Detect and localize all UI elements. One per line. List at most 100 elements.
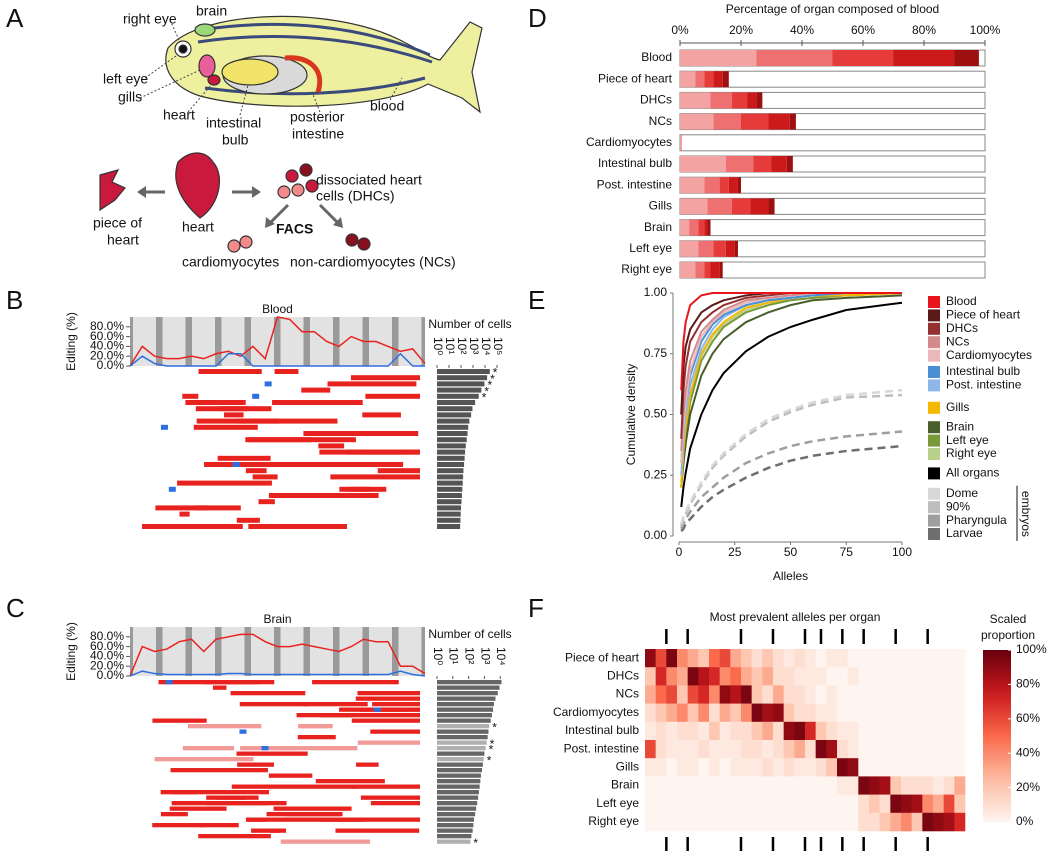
- bar-segment: [704, 177, 720, 194]
- heat-cell: [741, 812, 752, 832]
- heat-cell: [751, 812, 763, 832]
- y-tick-label: 60.0%: [90, 639, 124, 653]
- cell-count-bar: [437, 729, 489, 734]
- heat-cell: [815, 703, 827, 723]
- heat-cell: [655, 667, 667, 686]
- site-block: [280, 317, 304, 366]
- heat-cell: [719, 812, 731, 832]
- heat-cell: [954, 703, 966, 723]
- cell-count-bar: [437, 443, 466, 449]
- allele-edit: [158, 680, 275, 685]
- legend-label: Cardiomyocytes: [946, 348, 1032, 362]
- y-tick-label: 0.25: [644, 467, 668, 481]
- heat-cell: [655, 794, 667, 814]
- bar-segment: [725, 240, 735, 257]
- heat-cell: [847, 721, 859, 741]
- cell-count-bar: [437, 713, 492, 718]
- heat-cell: [933, 685, 944, 704]
- allele-edit: [236, 517, 260, 523]
- heat-cell: [645, 758, 656, 777]
- intestinal-bulb: [221, 58, 279, 86]
- heat-cell: [890, 721, 902, 741]
- heat-cell: [901, 812, 912, 832]
- heat-cell: [847, 812, 859, 832]
- allele-edit: [195, 505, 241, 511]
- fish-diagram: [99, 15, 483, 253]
- bar-segment: [707, 198, 732, 215]
- legend-swatch: [928, 421, 940, 434]
- allele-edit: [273, 806, 352, 811]
- chart-title: Brain: [263, 612, 291, 626]
- allele-edit: [155, 505, 209, 511]
- heat-cell: [869, 812, 880, 832]
- allele-edit: [182, 746, 235, 751]
- heat-cell: [762, 794, 774, 814]
- bar-segment: [954, 50, 979, 66]
- cell-count-bar: [437, 806, 477, 811]
- diagram-label: blood: [370, 98, 404, 114]
- x-tick-label: 60%: [851, 23, 875, 37]
- cell-count-bar: [437, 468, 464, 474]
- heat-cell: [773, 667, 784, 686]
- heat-cell: [666, 740, 678, 759]
- panel-letters: A B C D E F: [6, 3, 547, 623]
- legend-swatch: [928, 379, 940, 392]
- heat-cell: [922, 776, 934, 795]
- category-label: Post. intestine: [597, 177, 673, 191]
- heat-cell: [879, 812, 891, 832]
- cell-count-bar: [437, 790, 479, 795]
- legend-swatch: [928, 501, 940, 514]
- heat-cell: [751, 685, 763, 704]
- heat-cell: [837, 758, 848, 777]
- chart-title: Blood: [262, 302, 293, 316]
- heat-cell: [677, 794, 688, 814]
- heat-cell: [815, 776, 827, 795]
- legend-swatch: [928, 528, 940, 540]
- heat-cell: [677, 721, 688, 741]
- allele-edit: [297, 735, 336, 740]
- heat-cell: [719, 740, 731, 759]
- heat-cell: [762, 685, 774, 704]
- allele-edit: [268, 493, 379, 498]
- heat-cell: [879, 721, 891, 741]
- heat-cell: [943, 667, 955, 686]
- heat-cell: [783, 758, 795, 777]
- heat-cell: [901, 721, 912, 741]
- site-block: [310, 317, 333, 366]
- cell-count-bar: [437, 505, 461, 511]
- category-label: Gills: [649, 199, 672, 213]
- heat-cell: [677, 667, 688, 686]
- heat-cell: [805, 667, 816, 686]
- allele-edit: [198, 834, 271, 839]
- panel-letter: B: [6, 285, 23, 315]
- heat-cell: [741, 685, 752, 704]
- allele-edit: [199, 823, 239, 828]
- heat-cell: [741, 776, 752, 795]
- bar-label: *: [484, 384, 489, 398]
- x-tick-label: 10²: [455, 337, 469, 354]
- heat-cell: [901, 758, 912, 777]
- cell-count-bar: [437, 746, 486, 751]
- heat-cell: [933, 703, 944, 723]
- allele-edit: [303, 431, 392, 436]
- allele-edit: [312, 680, 399, 685]
- heat-cell: [869, 758, 880, 777]
- leader-lines: [139, 19, 403, 116]
- heat-cell: [815, 758, 827, 777]
- y-tick-label: 60.0%: [90, 329, 124, 343]
- allele-edit: [179, 511, 190, 517]
- allele-edit: [154, 757, 254, 762]
- x-tick-label: 10³: [467, 337, 481, 354]
- heat-cell: [879, 649, 891, 668]
- cell-count-bar: [437, 449, 466, 455]
- allele-edit: [252, 393, 260, 399]
- row-label: NCs: [616, 687, 639, 701]
- heat-cell: [933, 667, 944, 686]
- heat-cell: [698, 758, 710, 777]
- bar-segment: [680, 177, 705, 194]
- bar-label: *: [487, 753, 492, 767]
- bar-segment: [747, 92, 757, 109]
- x-tick-label: 25: [728, 545, 742, 559]
- heat-cell: [698, 667, 710, 686]
- bar-segment: [704, 262, 711, 278]
